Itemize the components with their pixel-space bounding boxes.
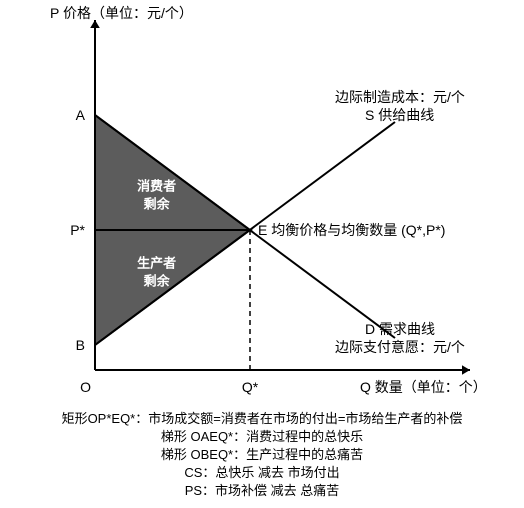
point-b-label: B (76, 337, 85, 353)
point-a-label: A (76, 107, 86, 123)
qstar-label: Q* (242, 379, 259, 395)
caption-line: 梯形 OAEQ*：消费过程中的总快乐 (0, 428, 524, 446)
supply-label-2: S 供给曲线 (365, 107, 434, 123)
x-axis-label: Q 数量（单位：个） (360, 379, 487, 395)
caption-line: 矩形OP*EQ*：市场成交额=消费者在市场的付出=市场给生产者的补偿 (0, 410, 524, 428)
ps-label-1: 生产者 (137, 255, 176, 270)
y-axis-label: P 价格（单位：元/个） (50, 5, 193, 21)
caption-line: 梯形 OBEQ*：生产过程中的总痛苦 (0, 446, 524, 464)
supply-label-1: 边际制造成本：元/个 (335, 89, 465, 105)
cs-label-2: 剩余 (144, 197, 171, 212)
pstar-label: P* (70, 222, 85, 238)
y-axis-arrow (90, 20, 100, 28)
demand-label-1: D 需求曲线 (365, 321, 435, 337)
cs-label-1: 消费者 (137, 179, 176, 194)
x-axis-arrow (462, 365, 470, 375)
equilibrium-label: E 均衡价格与均衡数量 (Q*,P*) (258, 222, 445, 238)
chart-stage: P 价格（单位：元/个） Q 数量（单位：个） O Q* P* A B E 均衡价格与均衡数量… (0, 0, 524, 508)
caption-line: PS：市场补偿 减去 总痛苦 (0, 482, 524, 500)
ps-label-2: 剩余 (144, 273, 171, 288)
caption-line: CS：总快乐 减去 市场付出 (0, 464, 524, 482)
demand-label-2: 边际支付意愿：元/个 (335, 339, 465, 355)
origin-label: O (80, 379, 91, 395)
